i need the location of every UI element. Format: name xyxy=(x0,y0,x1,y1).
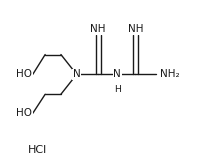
Text: N: N xyxy=(73,69,81,79)
Text: HO: HO xyxy=(16,69,32,79)
Text: NH: NH xyxy=(90,24,106,34)
Text: NH: NH xyxy=(128,24,143,34)
Text: N: N xyxy=(113,69,121,79)
Text: HCl: HCl xyxy=(28,145,47,155)
Text: NH₂: NH₂ xyxy=(160,69,180,79)
Text: H: H xyxy=(114,85,121,94)
Text: HO: HO xyxy=(16,108,32,118)
